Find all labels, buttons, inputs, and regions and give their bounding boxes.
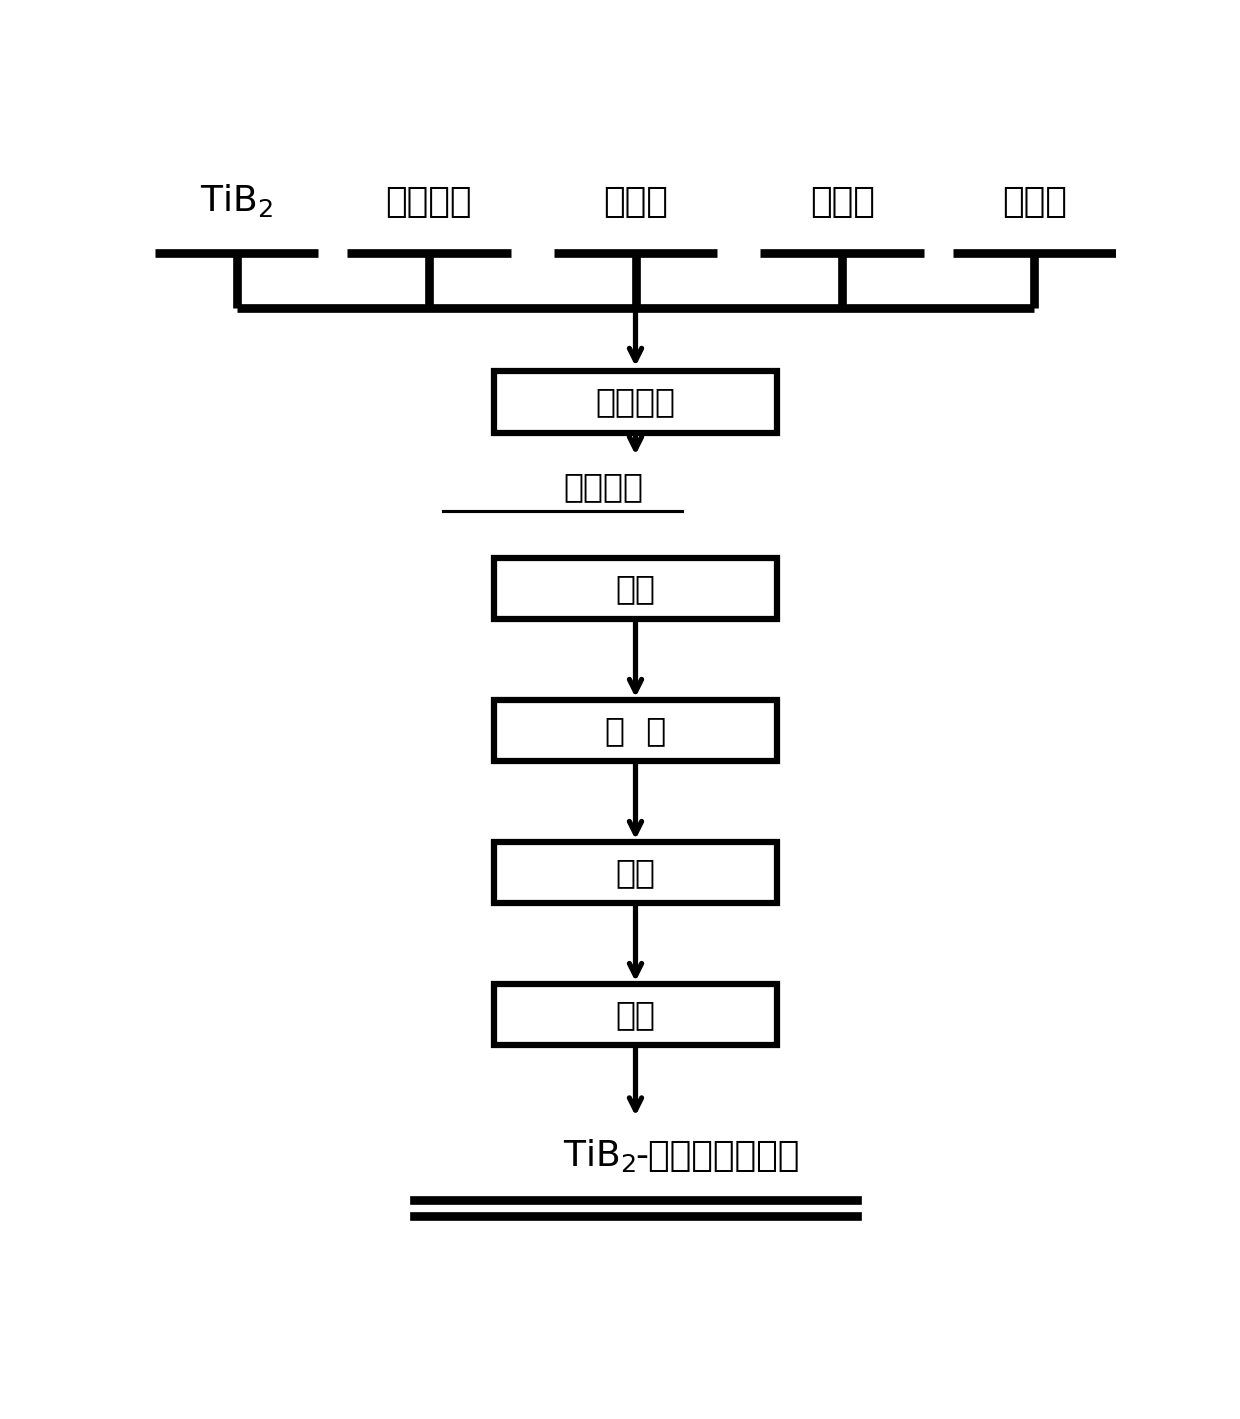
Text: 腐殖酸: 腐殖酸 — [1002, 186, 1066, 220]
FancyBboxPatch shape — [494, 372, 777, 433]
Text: 球磨混合: 球磨混合 — [595, 386, 676, 419]
Text: 混合粉末: 混合粉末 — [563, 471, 644, 504]
Text: 烧结: 烧结 — [615, 999, 656, 1032]
Text: 干燥: 干燥 — [615, 572, 656, 606]
FancyBboxPatch shape — [494, 843, 777, 904]
Text: TiB$_2$: TiB$_2$ — [200, 183, 273, 220]
FancyBboxPatch shape — [494, 558, 777, 619]
Text: 脱脂: 脱脂 — [615, 856, 656, 890]
Text: 分散剂: 分散剂 — [603, 186, 668, 220]
Text: 成  型: 成 型 — [605, 714, 666, 748]
Text: 粘结剂: 粘结剂 — [810, 186, 874, 220]
FancyBboxPatch shape — [494, 985, 777, 1046]
Text: TiB$_2$: TiB$_2$ — [563, 1138, 636, 1175]
Text: -石墨烯复合材料: -石墨烯复合材料 — [635, 1139, 800, 1174]
Text: 石墨烯粉: 石墨烯粉 — [386, 186, 472, 220]
FancyBboxPatch shape — [494, 700, 777, 762]
